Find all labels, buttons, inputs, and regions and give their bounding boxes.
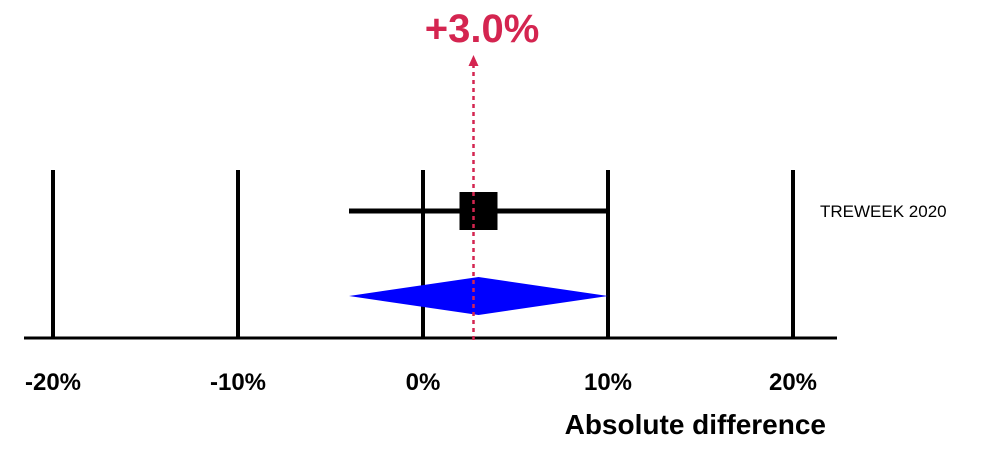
pooled-effect-arrow-icon <box>468 55 479 66</box>
x-axis-title: Absolute difference <box>565 409 826 440</box>
pooled-effect-label: +3.0% <box>425 7 540 51</box>
x-tick-label: 20% <box>769 369 817 396</box>
x-tick-label: -20% <box>25 369 81 396</box>
vertical-gridlines <box>51 170 795 338</box>
x-tick-label: 10% <box>584 369 632 396</box>
x-tick-labels: -20% -10% 0% 10% 20% <box>25 369 817 396</box>
x-tick-label: -10% <box>210 369 266 396</box>
pooled-estimate-diamond <box>349 277 608 315</box>
x-tick-label: 0% <box>406 369 441 396</box>
study-point-estimate <box>459 192 498 230</box>
study-label: TREWEEK 2020 <box>820 202 947 221</box>
study-rows: TREWEEK 2020 <box>349 192 947 230</box>
